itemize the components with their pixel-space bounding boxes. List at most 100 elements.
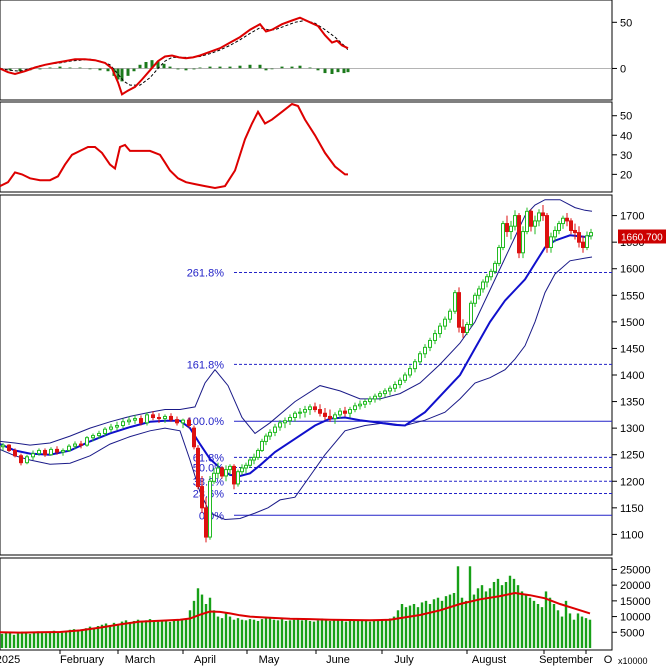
candle-body: [529, 210, 533, 227]
tick-label: 1150: [620, 503, 644, 515]
candlesticks: [1, 204, 593, 543]
volume-bar: [376, 620, 380, 648]
macd-signal-line: [0, 19, 349, 86]
macd-histogram-bar: [98, 68, 102, 71]
candle-body: [187, 419, 191, 426]
candle-body: [103, 428, 107, 434]
candle-body: [438, 325, 442, 335]
volume-bar: [136, 619, 140, 648]
candle-body: [85, 437, 89, 446]
volume-bar: [4, 632, 8, 648]
volume-bar: [224, 613, 228, 648]
volume-bar: [132, 620, 136, 648]
candle-body: [216, 467, 220, 474]
candle-body: [333, 414, 337, 420]
candle-body: [513, 215, 517, 227]
volume-bar: [40, 631, 44, 648]
tick-label: 1400: [620, 370, 644, 382]
candle-body: [273, 426, 277, 433]
volume-bar: [8, 632, 12, 648]
candle-body: [473, 294, 477, 304]
volume-bar: [216, 616, 220, 648]
volume-bar: [568, 613, 572, 648]
macd-axis: 0 50: [612, 17, 632, 75]
volume-bar: [516, 585, 520, 648]
candle-body: [73, 443, 77, 447]
tick-label: 50: [620, 17, 632, 29]
macd-histogram-bar: [68, 67, 72, 69]
volume-bar: [160, 620, 164, 648]
candle-body: [151, 414, 155, 419]
tick-label: 0: [620, 63, 626, 75]
tick-label: 1700: [620, 211, 644, 223]
candle-body: [220, 467, 224, 477]
candle-body: [145, 414, 149, 424]
volume-bar: [100, 624, 104, 648]
candle-body: [485, 276, 489, 283]
candle-body: [97, 432, 101, 437]
candle-body: [585, 235, 589, 248]
candle-body: [363, 401, 367, 405]
volume-bar: [96, 626, 100, 648]
candle-body: [25, 456, 29, 464]
volume-bar: [148, 619, 152, 648]
volume-bar: [468, 566, 472, 648]
macd-histogram-bar: [192, 68, 196, 70]
bollinger-upper-band: [0, 199, 593, 446]
candle-body: [348, 409, 352, 414]
volume-bar: [512, 578, 516, 648]
volume-bar: [196, 588, 200, 648]
macd-histogram-bar: [126, 68, 130, 76]
candle-body: [481, 281, 485, 290]
volume-bar: [400, 604, 404, 648]
volume-bar: [272, 619, 276, 648]
candle-body: [127, 419, 131, 423]
candle-body: [533, 220, 537, 227]
tick-label: 1200: [620, 476, 644, 488]
volume-bar: [508, 575, 512, 648]
volume-bar: [276, 620, 280, 648]
candle-body: [283, 420, 287, 424]
volume-bar: [564, 600, 568, 648]
candle-body: [413, 361, 417, 370]
candle-body: [589, 232, 593, 237]
macd-histogram-bar: [308, 67, 312, 69]
macd-line: [0, 16, 349, 96]
candle-body: [477, 288, 481, 296]
month-label: May: [259, 654, 280, 666]
volume-bar: [416, 607, 420, 648]
month-axis: 2025 February March April May June July August S…: [0, 650, 613, 666]
last-price-text: 1660.700: [621, 233, 663, 244]
month-label: February: [60, 654, 105, 666]
volume-bar: [112, 622, 116, 648]
volume-bar: [524, 594, 528, 648]
volume-bar: [440, 600, 444, 648]
volume-bar: [492, 582, 496, 648]
candle-body: [323, 412, 327, 417]
candle-body: [373, 395, 377, 400]
candle-body: [79, 443, 83, 446]
tick-label: 1300: [620, 423, 644, 435]
volume-bar: [324, 619, 328, 648]
candle-body: [461, 326, 465, 333]
volume-bar: [384, 619, 388, 648]
volume-bar: [528, 597, 532, 648]
volume-bar: [404, 607, 408, 648]
candle-body: [264, 435, 268, 442]
macd-histogram-bar: [106, 68, 110, 72]
volume-bar: [336, 619, 340, 648]
volume-bar: [348, 620, 352, 648]
volume-bar: [144, 620, 148, 648]
macd-histogram-bar: [228, 66, 232, 69]
volume-bar: [420, 602, 424, 648]
candle-body: [489, 270, 493, 278]
volume-bar: [488, 588, 492, 648]
volume-bar: [572, 619, 576, 648]
macd-histogram-bar: [138, 64, 142, 69]
volume-panel: 25000 20000 15000 10000 5000 x10000: [0, 557, 651, 666]
candle-body: [228, 465, 232, 471]
volume-bar: [480, 585, 484, 648]
candle-body: [268, 431, 272, 437]
candle-body: [19, 455, 23, 464]
candle-body: [157, 417, 161, 420]
